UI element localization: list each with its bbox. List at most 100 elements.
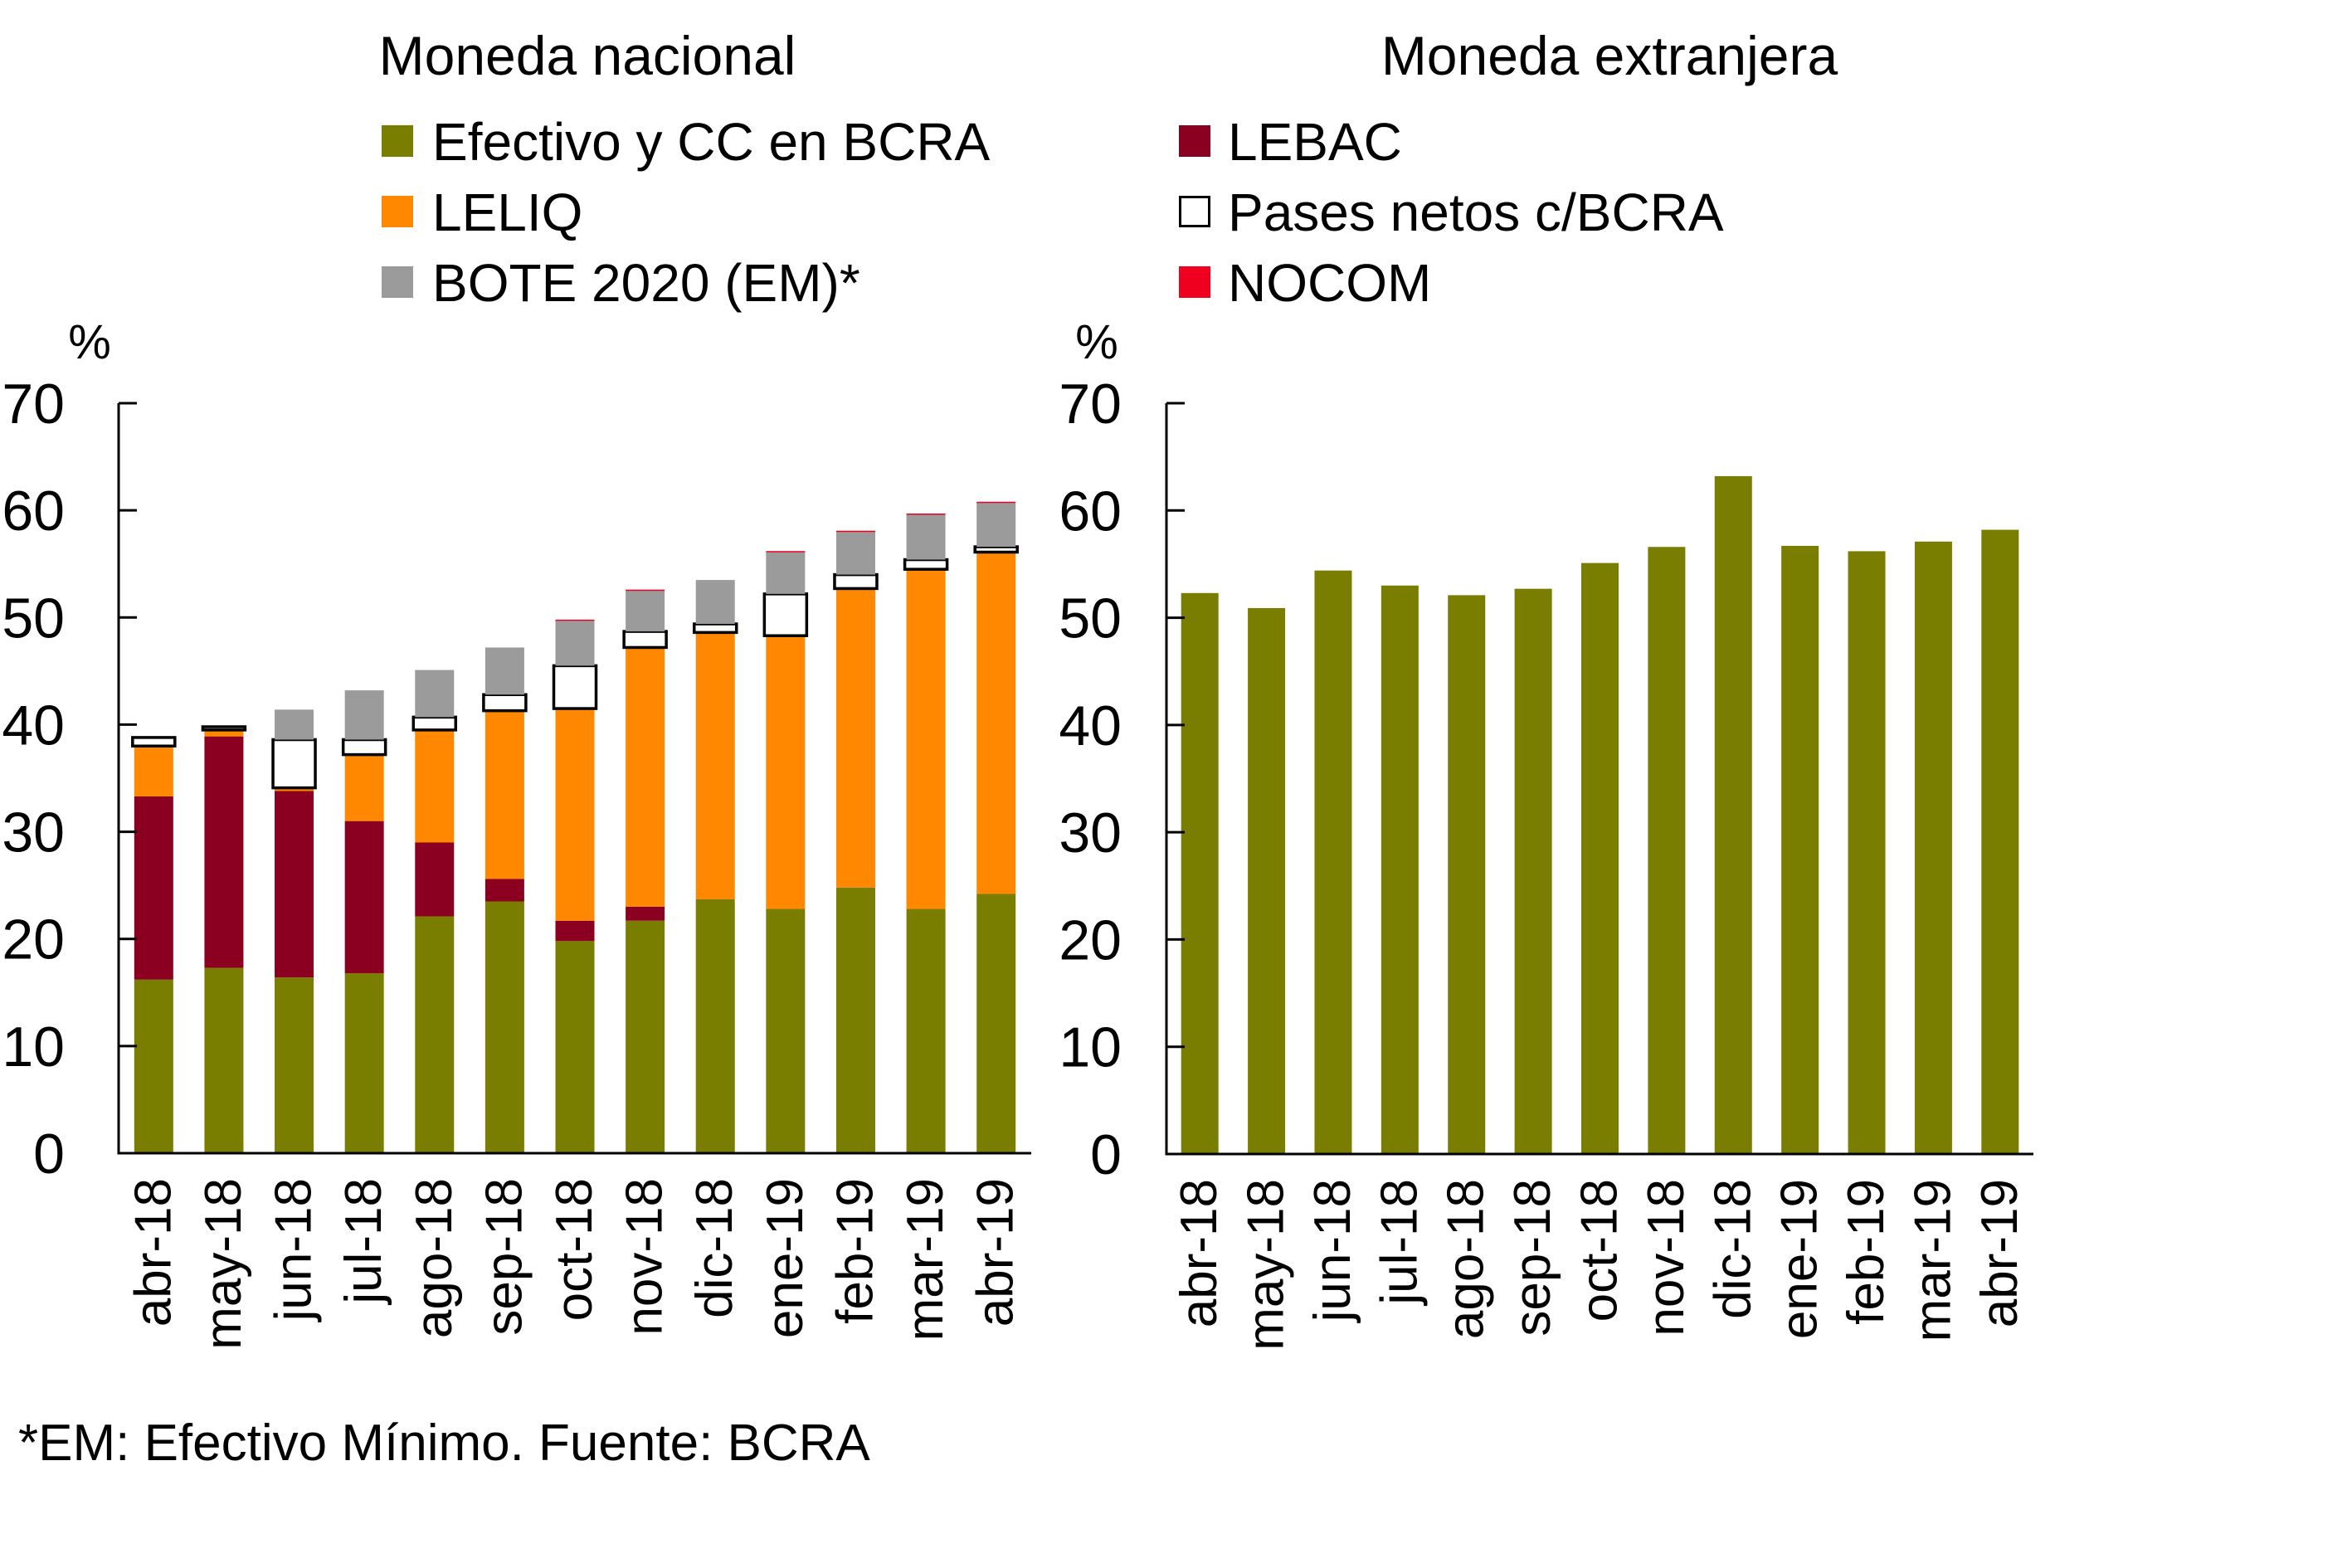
bar-efectivo-abr-19 bbox=[1981, 529, 2019, 1154]
right-y-unit-label: % bbox=[1075, 315, 1118, 369]
x-tick-label: nov-18 bbox=[1638, 1179, 1695, 1337]
bar-stack-jun-18 bbox=[1314, 570, 1352, 1154]
x-tick-label: abr-18 bbox=[124, 1178, 182, 1327]
bar-stack-feb-19 bbox=[1848, 551, 1886, 1154]
legend-label-nocom: NOCOM bbox=[1228, 253, 1431, 313]
y-tick-label: 40 bbox=[2, 694, 65, 757]
bar-efectivo-jul-18 bbox=[344, 973, 384, 1153]
y-tick-label: 0 bbox=[33, 1122, 65, 1186]
bar-stack-abr-18 bbox=[131, 736, 177, 1153]
bar-leliq-oct-18 bbox=[555, 709, 595, 921]
bar-stack-may-18 bbox=[1248, 607, 1286, 1154]
footnote: *EM: Efectivo Mínimo. Fuente: BCRA bbox=[18, 1415, 870, 1472]
legend-label-efectivo: Efectivo y CC en BCRA bbox=[432, 112, 991, 172]
bar-efectivo-dic-18 bbox=[695, 898, 735, 1153]
bar-pases-nov-18 bbox=[622, 630, 668, 650]
bar-bote-jun-18 bbox=[275, 709, 314, 740]
x-tick-label: oct-18 bbox=[546, 1178, 603, 1321]
bar-bote-oct-18 bbox=[555, 621, 595, 666]
bar-stack-feb-19 bbox=[833, 530, 879, 1153]
bar-stack-sep-18 bbox=[1514, 588, 1552, 1154]
y-tick-label: 10 bbox=[2, 1015, 65, 1079]
bar-stack-abr-19 bbox=[973, 501, 1019, 1153]
bar-efectivo-feb-19 bbox=[835, 887, 875, 1153]
left-y-unit-label: % bbox=[68, 315, 111, 369]
x-tick-label: jul-18 bbox=[1371, 1179, 1428, 1307]
x-tick-label: jun-18 bbox=[265, 1178, 323, 1322]
bar-stack-dic-18 bbox=[1714, 475, 1752, 1154]
bar-efectivo-oct-18 bbox=[1581, 562, 1619, 1154]
legend-swatch-bote bbox=[382, 266, 413, 298]
bar-leliq-nov-18 bbox=[626, 647, 665, 907]
bar-efectivo-oct-18 bbox=[555, 941, 595, 1153]
bar-bote-sep-18 bbox=[485, 647, 524, 695]
bar-efectivo-jun-18 bbox=[275, 977, 314, 1153]
x-tick-label: ago-18 bbox=[1438, 1179, 1495, 1339]
bar-pases-ago-18 bbox=[411, 715, 458, 732]
legend-label-leliq: LELIQ bbox=[432, 183, 582, 242]
bar-pases-feb-19 bbox=[833, 572, 879, 591]
legend-swatch-efectivo bbox=[382, 125, 413, 157]
bar-pases-dic-18 bbox=[692, 622, 738, 635]
x-tick-label: mar-19 bbox=[897, 1178, 954, 1341]
x-tick-label: abr-18 bbox=[1171, 1179, 1228, 1327]
bar-leliq-mar-19 bbox=[906, 569, 946, 909]
bar-efectivo-jul-18 bbox=[1381, 585, 1419, 1154]
bar-efectivo-nov-18 bbox=[626, 920, 665, 1153]
bar-lebac-may-18 bbox=[204, 736, 244, 968]
bar-lebac-ago-18 bbox=[415, 842, 455, 917]
bar-efectivo-ene-19 bbox=[766, 908, 806, 1153]
left-chart-title: Moneda nacional bbox=[379, 25, 796, 86]
x-tick-label: dic-18 bbox=[686, 1178, 743, 1318]
bar-stack-oct-18 bbox=[1581, 562, 1619, 1154]
bar-efectivo-ago-18 bbox=[1448, 595, 1486, 1154]
bar-nocom-oct-18 bbox=[555, 619, 595, 621]
x-tick-label: oct-18 bbox=[1571, 1179, 1629, 1322]
bar-pases-oct-18 bbox=[552, 664, 598, 710]
bar-efectivo-nov-18 bbox=[1648, 547, 1686, 1154]
bar-stack-mar-19 bbox=[903, 514, 949, 1153]
legend-swatch-leliq bbox=[382, 196, 413, 227]
y-tick-label: 70 bbox=[2, 373, 65, 436]
legend-item-lebac: LEBAC bbox=[1179, 112, 1402, 172]
bar-leliq-sep-18 bbox=[485, 710, 524, 879]
bar-leliq-abr-18 bbox=[134, 746, 173, 796]
bar-efectivo-sep-18 bbox=[485, 901, 524, 1153]
bar-bote-feb-19 bbox=[835, 531, 875, 575]
legend-swatch-nocom bbox=[1179, 266, 1210, 298]
bar-stack-ago-18 bbox=[411, 670, 458, 1153]
legend-item-efectivo: Efectivo y CC en BCRA bbox=[382, 112, 991, 172]
y-tick-label: 70 bbox=[1059, 373, 1122, 436]
x-tick-label: nov-18 bbox=[616, 1178, 674, 1336]
bar-bote-ene-19 bbox=[766, 552, 806, 594]
x-tick-label: ene-19 bbox=[1771, 1179, 1829, 1339]
bar-bote-abr-19 bbox=[976, 503, 1016, 548]
bar-nocom-abr-19 bbox=[976, 501, 1016, 504]
x-tick-label: feb-19 bbox=[1838, 1179, 1895, 1325]
bar-pases-sep-18 bbox=[482, 693, 528, 713]
legend-item-leliq: LELIQ bbox=[382, 183, 582, 242]
bar-leliq-feb-19 bbox=[835, 588, 875, 888]
bar-efectivo-abr-18 bbox=[134, 979, 173, 1153]
bar-pases-jun-18 bbox=[271, 738, 317, 790]
bar-stack-ago-18 bbox=[1448, 595, 1486, 1154]
bar-pases-abr-19 bbox=[973, 545, 1019, 554]
bar-stack-abr-19 bbox=[1981, 529, 2019, 1154]
y-tick-label: 40 bbox=[1059, 694, 1122, 757]
bar-stack-jul-18 bbox=[341, 690, 387, 1153]
right-chart-title: Moneda extranjera bbox=[1381, 25, 1838, 86]
legend: Efectivo y CC en BCRA LELIQ BOTE 2020 (EM)… bbox=[382, 112, 1724, 313]
bar-stack-oct-18 bbox=[552, 619, 598, 1153]
bar-pases-mar-19 bbox=[903, 558, 949, 571]
y-tick-label: 50 bbox=[1059, 587, 1122, 650]
bars bbox=[1181, 475, 2019, 1154]
legend-swatch-lebac bbox=[1179, 125, 1210, 157]
x-tick-label: ago-18 bbox=[406, 1178, 463, 1338]
x-tick-label: mar-19 bbox=[1904, 1179, 1961, 1342]
y-tick-label: 60 bbox=[1059, 480, 1122, 543]
bar-lebac-oct-18 bbox=[555, 920, 595, 942]
bar-stack-may-18 bbox=[201, 725, 247, 1153]
x-tick-label: abr-19 bbox=[967, 1178, 1025, 1327]
bar-stack-dic-18 bbox=[692, 580, 738, 1153]
